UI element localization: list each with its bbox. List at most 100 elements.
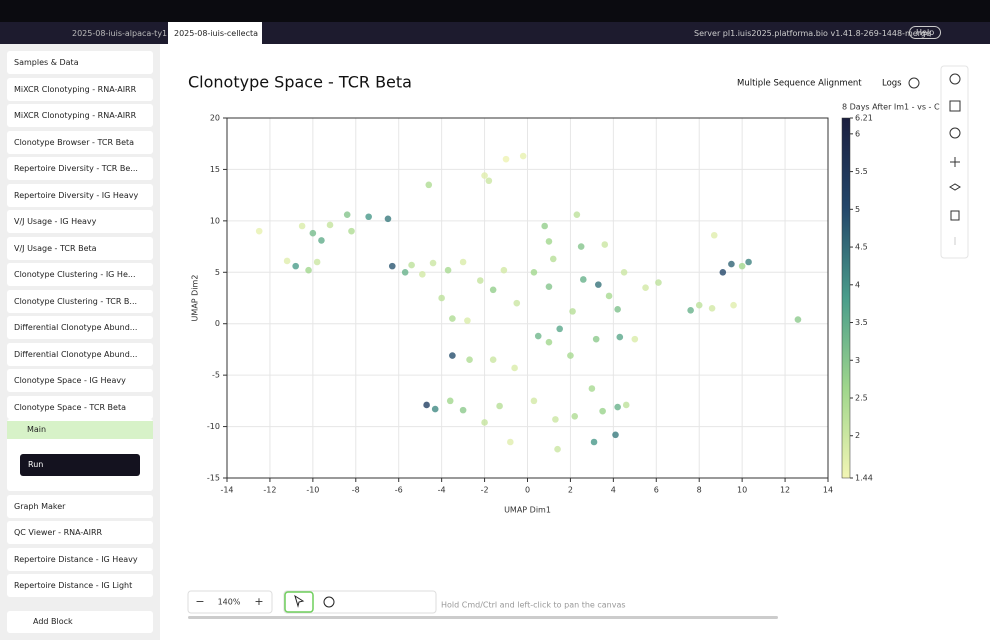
- point: [318, 237, 325, 244]
- point: [695, 301, 703, 309]
- point: [446, 397, 454, 405]
- colorbar-tick-label: 1.44: [855, 474, 873, 483]
- point: [438, 294, 445, 302]
- point: [545, 283, 553, 290]
- point: [530, 268, 538, 276]
- point: [588, 385, 596, 392]
- point: [545, 338, 553, 346]
- sub-item[interactable]: Main: [7, 420, 153, 439]
- zoom-in[interactable]: +: [254, 595, 263, 608]
- point: [592, 335, 600, 343]
- colorbar-tick-label: 6.21: [855, 114, 873, 123]
- y-tick-label: 5: [215, 268, 220, 277]
- x-tick-label: -4: [438, 486, 446, 495]
- zoom-out[interactable]: −: [195, 595, 204, 608]
- point: [599, 407, 606, 415]
- colorbar-tick-label: 3: [855, 356, 860, 365]
- sidebar-item[interactable]: Differential Clonotype Abund...: [7, 316, 153, 339]
- point: [348, 227, 355, 235]
- point: [601, 241, 609, 248]
- logs-icon: [908, 77, 920, 89]
- add-block[interactable]: Add Block: [7, 611, 153, 633]
- point: [255, 227, 263, 235]
- sidebar-item[interactable]: Clonotype Space - TCR Beta: [7, 395, 153, 419]
- point: [431, 405, 439, 413]
- colorbar-tick-label: 2: [855, 431, 860, 440]
- colorbar-title: 8 Days After Im1 - vs - C: [842, 103, 940, 112]
- point: [552, 416, 559, 423]
- x-tick-label: -10: [306, 486, 319, 495]
- main: Clonotype Space - TCR Beta Multiple Sequ…: [187, 65, 969, 619]
- tab-active[interactable]: 2025-08-iuis-cellecta: [174, 29, 259, 38]
- point: [343, 211, 351, 218]
- sidebar-item[interactable]: Repertoire Distance - IG Heavy: [7, 547, 153, 571]
- sidebar-item[interactable]: Clonotype Clustering - IG He...: [7, 263, 153, 286]
- point: [612, 431, 619, 439]
- point: [590, 438, 598, 446]
- point: [519, 152, 527, 160]
- point: [642, 284, 649, 292]
- x-tick-label: -2: [481, 486, 489, 495]
- sidebar-item[interactable]: Graph Maker: [7, 494, 153, 518]
- logs-button[interactable]: Logs: [882, 79, 902, 89]
- sidebar-item[interactable]: MiXCR Clonotyping - RNA-AIRR: [7, 104, 153, 127]
- sidebar-item[interactable]: V/J Usage - IG Heavy: [7, 210, 153, 233]
- y-tick-label: 20: [210, 114, 220, 123]
- sidebar-item[interactable]: QC Viewer - RNA-AIRR: [7, 521, 153, 544]
- point: [622, 401, 630, 409]
- point: [708, 304, 716, 312]
- colorbar-tick-label: 6: [855, 129, 860, 138]
- point: [489, 286, 497, 294]
- point: [485, 177, 493, 185]
- point: [489, 356, 497, 364]
- point: [541, 222, 548, 230]
- sidebar: Samples & Data MiXCR Clonotyping - RNA-AI…: [0, 44, 160, 640]
- colorbar-tick-label: 3.5: [855, 318, 868, 327]
- sidebar-item[interactable]: Samples & Data: [7, 51, 153, 74]
- tab[interactable]: 2025-08-iuis-alpaca-ty1: [72, 29, 168, 38]
- point: [496, 402, 503, 410]
- point: [794, 316, 802, 323]
- sidebar-item[interactable]: Differential Clonotype Abund...: [7, 342, 153, 366]
- point: [616, 333, 624, 341]
- point: [459, 406, 467, 414]
- point: [605, 292, 613, 300]
- sidebar-item[interactable]: Clonotype Space - IG Heavy: [7, 369, 153, 392]
- point: [502, 155, 510, 163]
- point: [655, 279, 662, 286]
- point: [283, 257, 291, 265]
- x-tick-label: -6: [395, 486, 403, 495]
- point: [313, 258, 321, 266]
- point: [595, 281, 602, 288]
- point: [554, 445, 561, 453]
- sidebar-item[interactable]: MiXCR Clonotyping - RNA-AIRR: [7, 77, 153, 101]
- point: [738, 262, 746, 270]
- sidebar-item[interactable]: Clonotype Browser - TCR Beta: [7, 130, 153, 154]
- point: [500, 266, 508, 274]
- sidebar-item[interactable]: Repertoire Diversity - IG Heavy: [7, 183, 153, 207]
- y-tick-label: -15: [207, 474, 220, 483]
- point: [326, 221, 334, 229]
- point: [511, 364, 518, 372]
- y-tick-label: -5: [212, 371, 220, 380]
- point: [305, 266, 312, 274]
- point: [577, 243, 585, 250]
- x-tick-label: 10: [737, 486, 747, 495]
- y-tick-label: 15: [210, 165, 220, 174]
- sidebar-item[interactable]: V/J Usage - TCR Beta: [7, 236, 153, 260]
- msa-button[interactable]: Multiple Sequence Alignment: [737, 79, 862, 89]
- help-button[interactable]: Help: [909, 26, 942, 39]
- sidebar-item[interactable]: Repertoire Diversity - TCR Be...: [7, 157, 153, 180]
- tool-icons: [949, 73, 961, 245]
- point: [513, 299, 521, 307]
- y-tick-label: 0: [215, 319, 220, 328]
- run-button[interactable]: Run: [20, 453, 140, 476]
- sidebar-item[interactable]: Repertoire Distance - IG Light: [7, 574, 153, 597]
- x-tick-label: -12: [263, 486, 276, 495]
- point: [425, 181, 433, 189]
- point: [388, 262, 396, 270]
- point: [298, 222, 306, 230]
- title-bar: [0, 0, 990, 22]
- sidebar-item[interactable]: Clonotype Clustering - TCR B...: [7, 289, 153, 313]
